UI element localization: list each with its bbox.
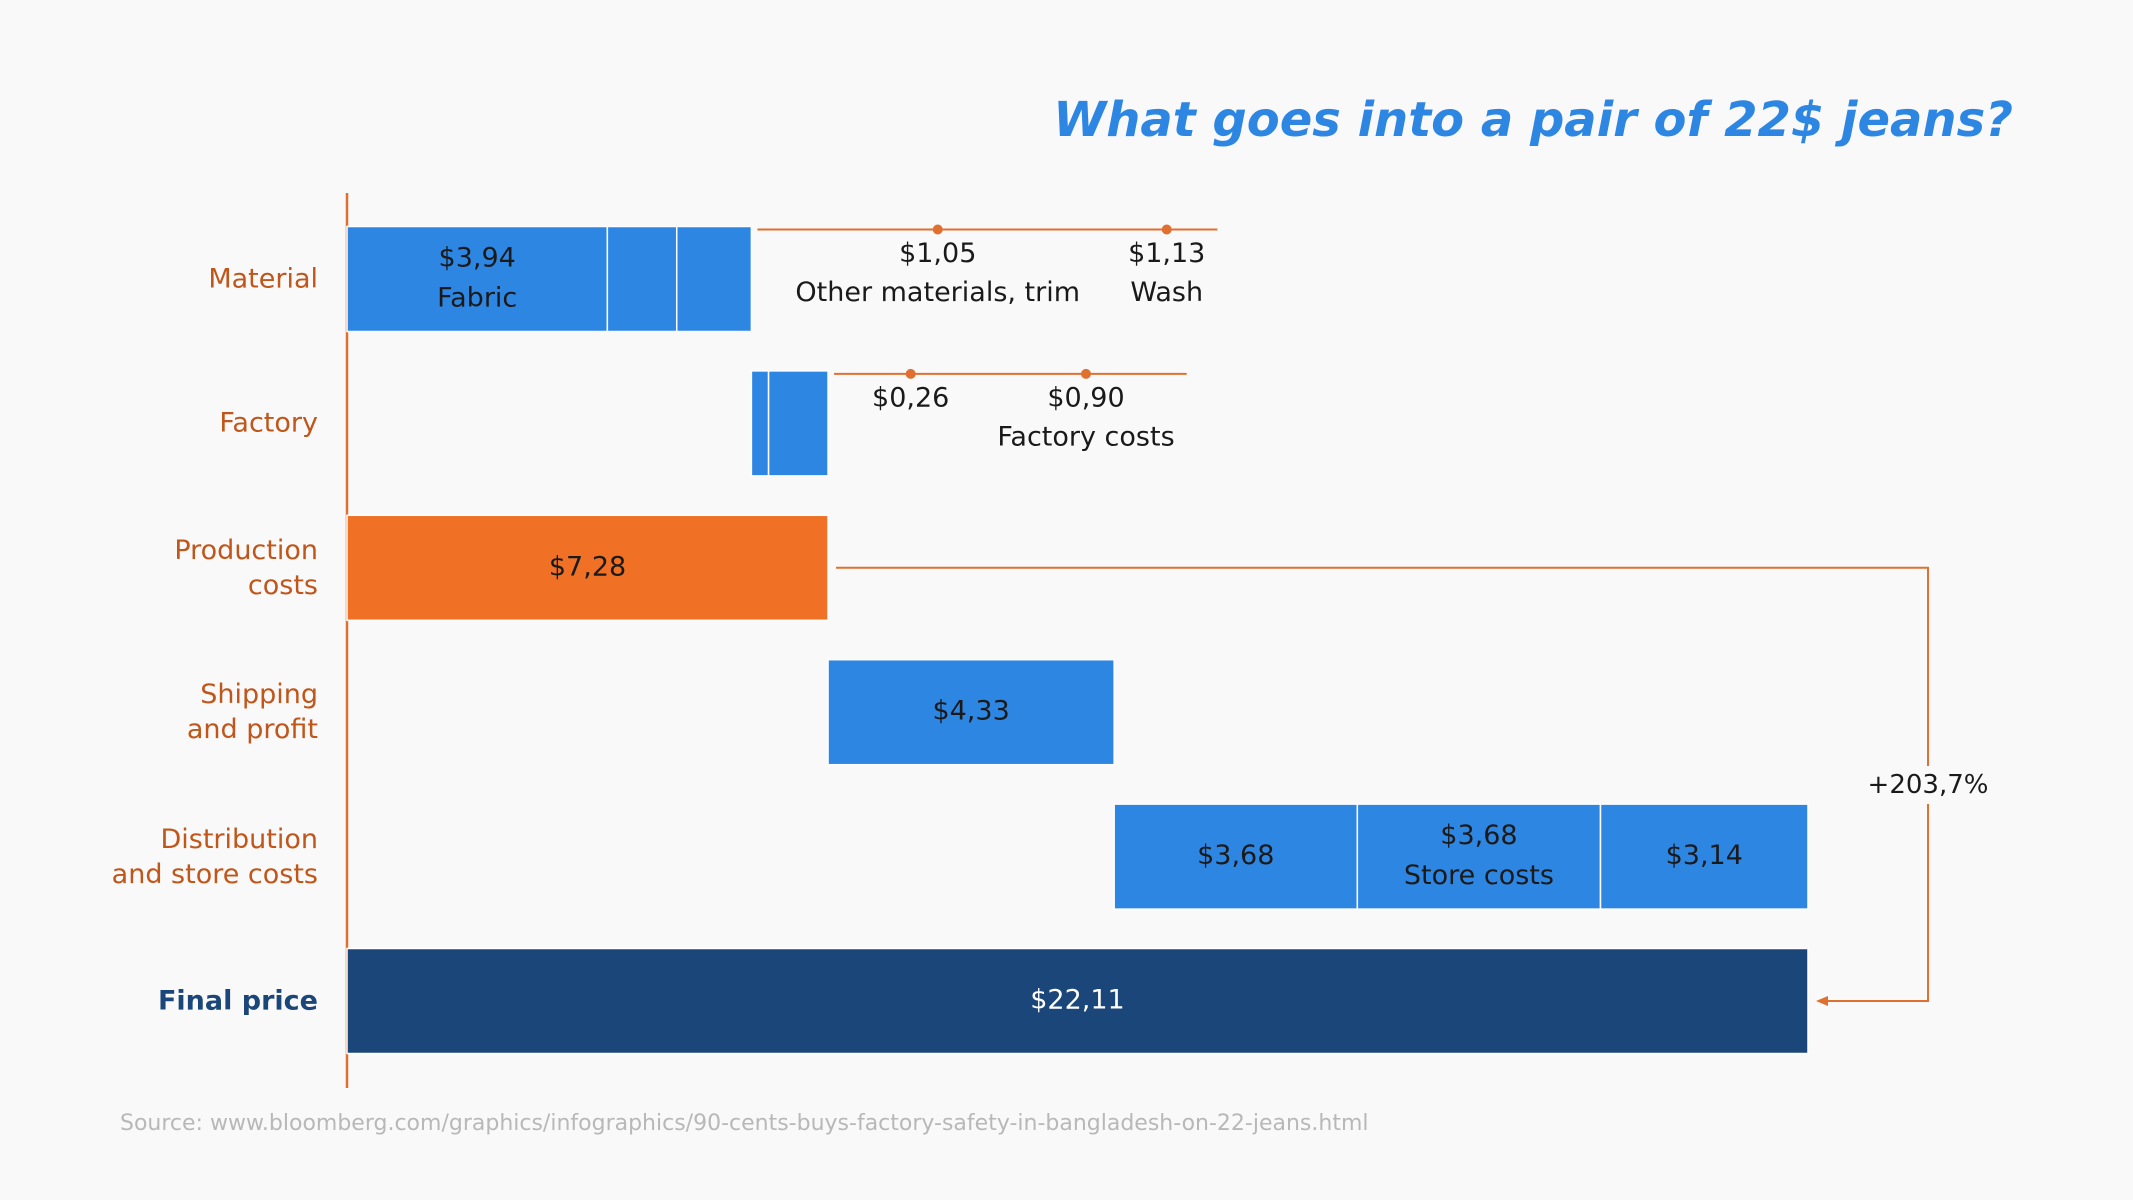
callout-dot: [932, 224, 943, 235]
annotation: +203,7%: [1865, 766, 1991, 804]
segment-label: Wash: [1130, 277, 1203, 308]
value-label: $22,11: [1030, 985, 1124, 1016]
value-label: $3,68: [1197, 840, 1274, 871]
bar-segment: [606, 225, 678, 333]
segment-label: Other materials, trim: [795, 277, 1080, 308]
bar-segment: [346, 514, 829, 622]
value-label: $3,14: [1666, 840, 1743, 871]
value-label: $1,13: [1128, 238, 1205, 269]
bar-segment: [1356, 803, 1602, 910]
value-label: $3,68: [1440, 820, 1517, 851]
callout-dot: [1161, 224, 1172, 235]
segment-label: Factory costs: [997, 421, 1174, 452]
arrow-head: [1816, 996, 1828, 1006]
category-label: Distribution and store costs: [111, 823, 318, 890]
category-label: Material: [208, 263, 318, 295]
segment-label: Fabric: [437, 283, 517, 314]
bar-segment: [767, 370, 829, 477]
bar-segment: [346, 225, 609, 333]
bar-segment: [750, 370, 770, 477]
value-label: $3,94: [439, 243, 516, 274]
category-label: Factory: [219, 407, 318, 439]
value-label: $4,33: [932, 696, 1009, 727]
bar-segment: [346, 947, 1809, 1055]
value-label: $0,26: [872, 382, 949, 413]
growth-arrow: [836, 566, 1929, 1002]
callout-dot: [905, 368, 916, 379]
callout-dot: [1080, 368, 1091, 379]
segment-label: Store costs: [1404, 860, 1554, 891]
category-label: Shipping and profit: [186, 679, 318, 746]
bar-segment: [675, 225, 753, 333]
category-label: Final price: [157, 985, 318, 1017]
source: Source: www.bloomberg.com/graphics/infog…: [120, 1111, 1369, 1136]
chart-title: What goes into a pair of 22$ jeans?: [1053, 92, 2013, 148]
bar-segment: [827, 658, 1115, 766]
bar-segment: [1599, 803, 1809, 910]
value-label: $7,28: [549, 551, 626, 582]
value-label: $0,90: [1047, 382, 1124, 413]
category-label: Production costs: [174, 534, 318, 601]
value-label: $1,05: [899, 238, 976, 269]
bar-segment: [1113, 803, 1359, 910]
